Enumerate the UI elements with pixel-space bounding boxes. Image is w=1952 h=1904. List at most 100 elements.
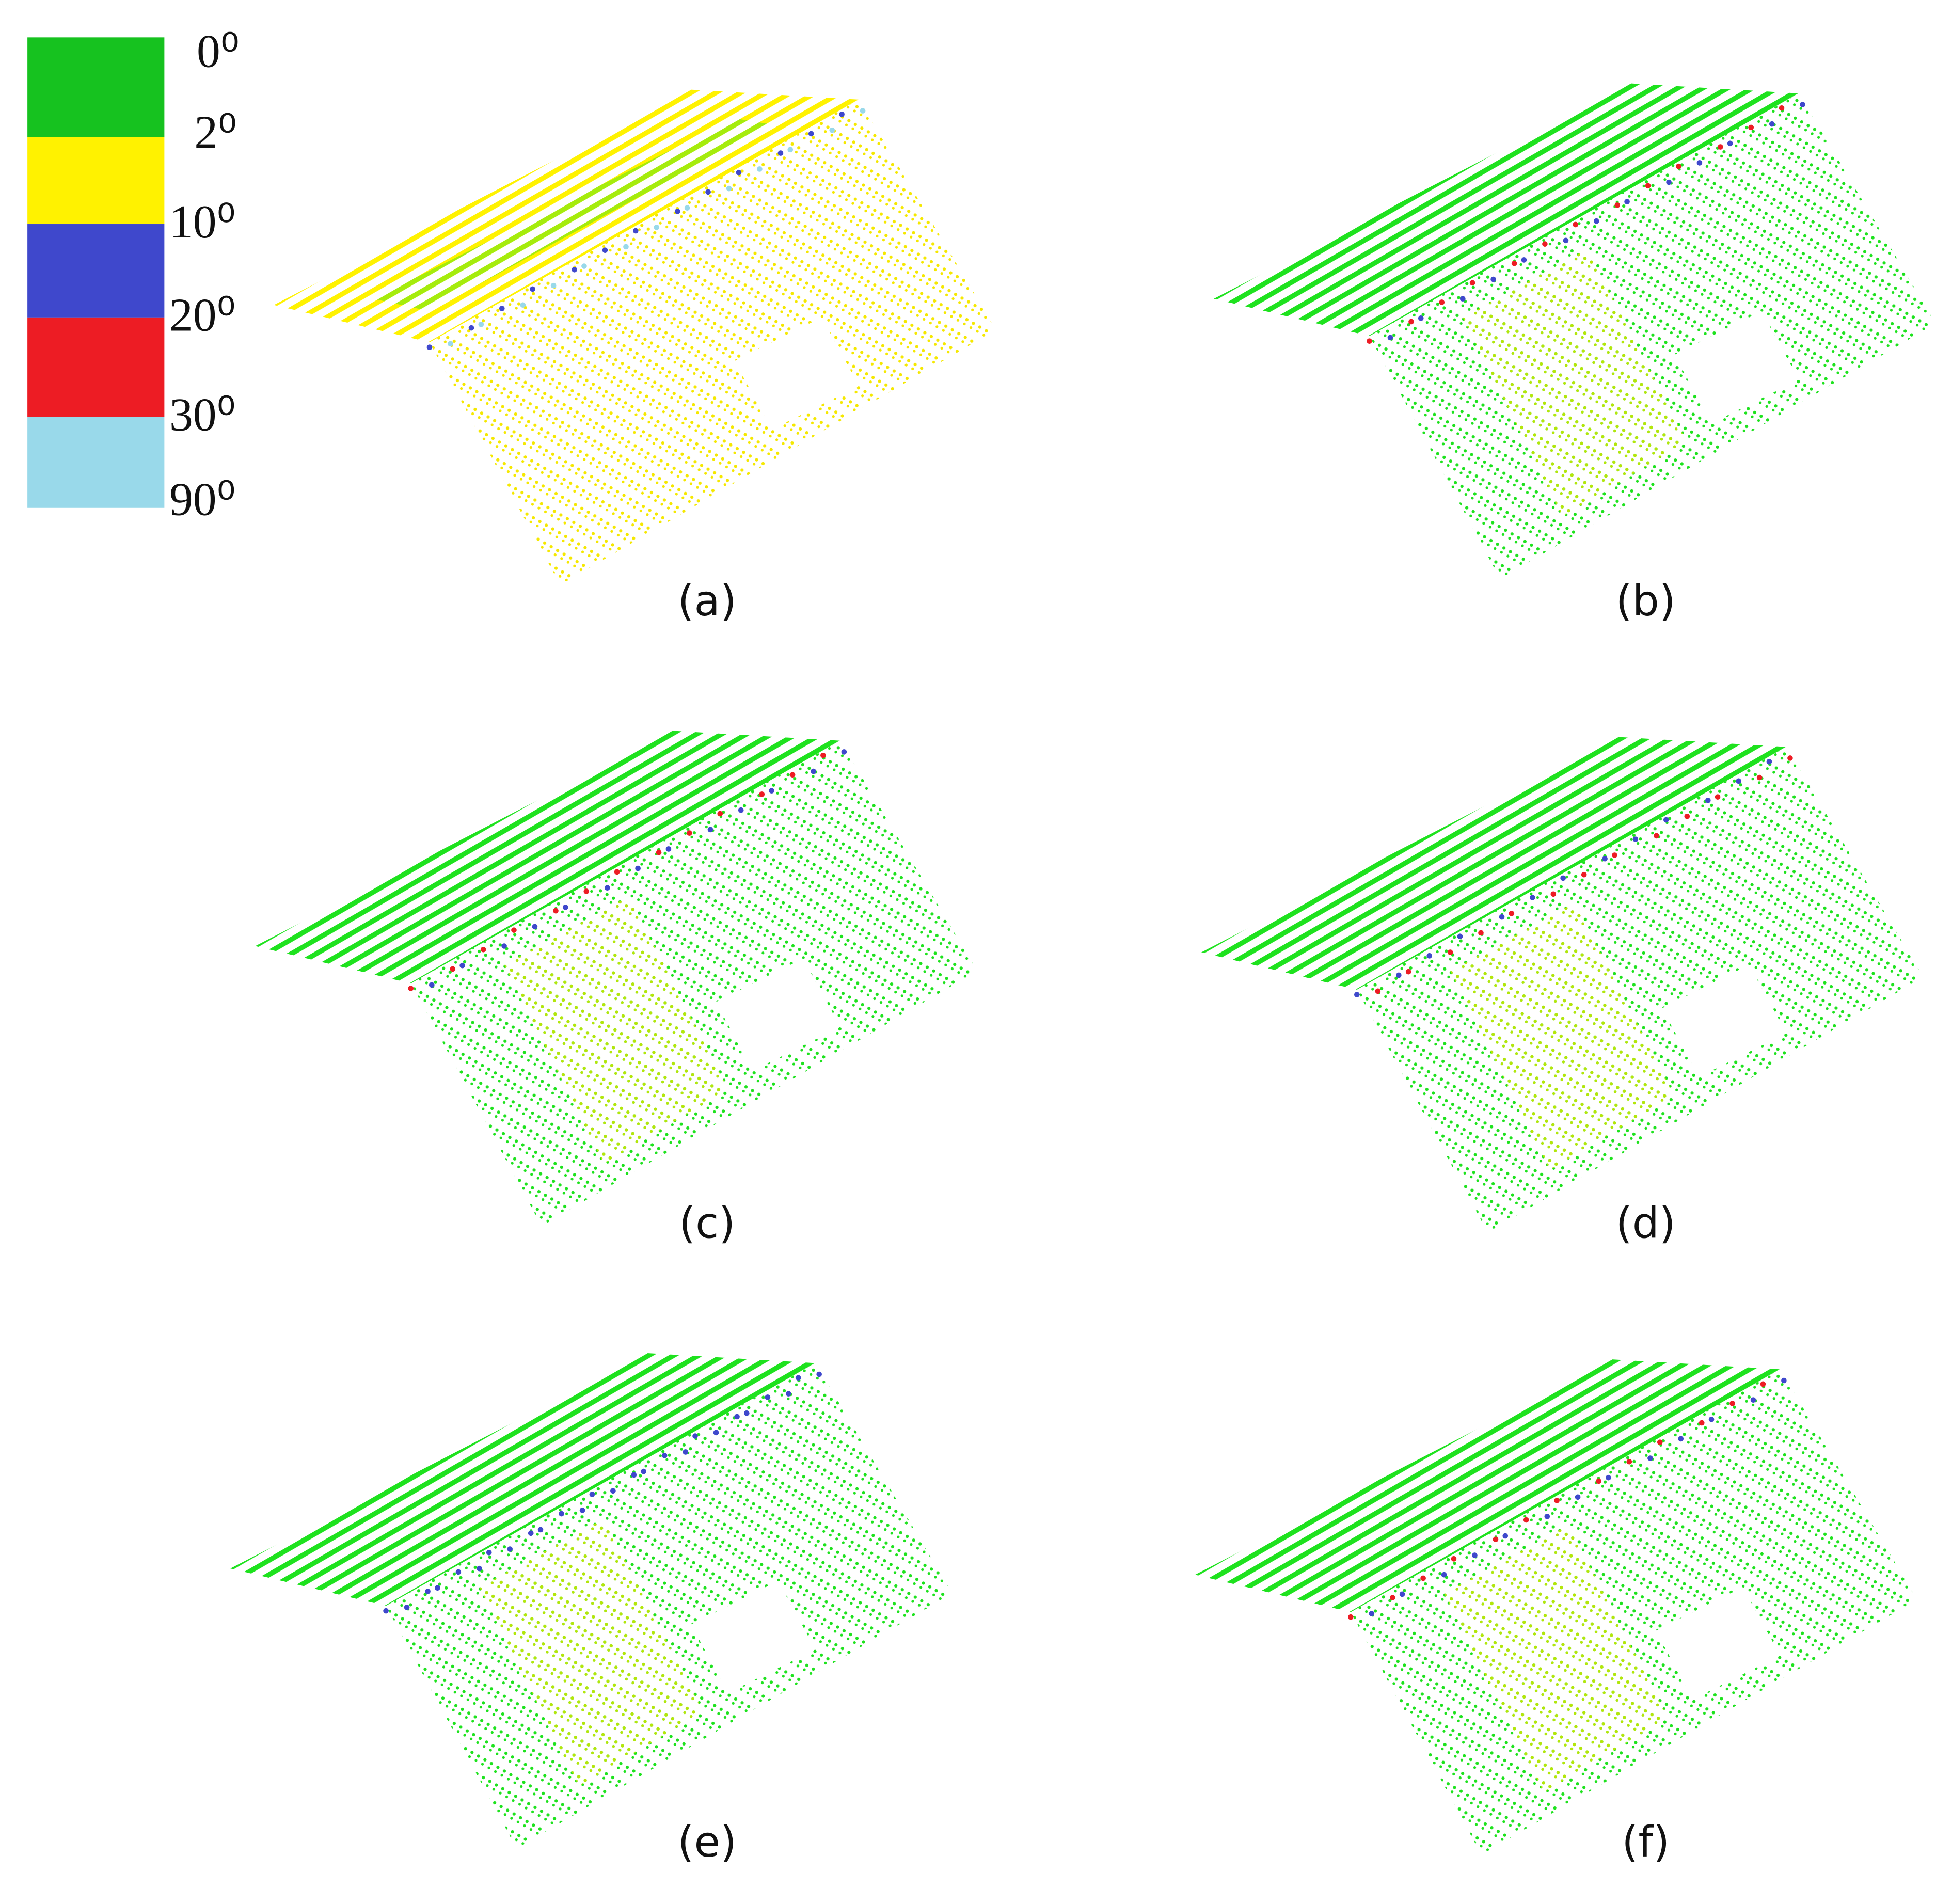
ridge-point [614,869,620,875]
panel-label: (b) [1616,577,1676,626]
window-gap [1662,964,1787,1077]
ridge-point [777,150,784,156]
ridge-point [1645,183,1651,189]
ridge-point [1560,875,1566,881]
ridge-point [1696,160,1703,166]
ridge-point [448,341,453,347]
panel-label: (c) [679,1199,735,1248]
roof-front-face [410,740,977,1227]
point-cloud [1214,83,1936,579]
ridge-point [1399,1591,1405,1597]
ridge-point [455,1569,462,1575]
ridge-point [507,1546,513,1552]
ridge-point [1459,296,1466,302]
ridge-point [1521,257,1527,263]
ridge-point [528,1530,534,1536]
roof-back-face [1195,1359,1781,1612]
ridge-point [757,166,763,172]
ridge-point [811,768,816,774]
panels: (a) (b) (c) (d) (e) (f) [230,83,1936,1867]
ridge-point [839,112,845,117]
ridge-point [1573,221,1579,228]
ridge-point [1347,1614,1354,1620]
roof-front-patch [1444,1525,1669,1793]
ridge-point [1502,1533,1509,1539]
ridge-point [559,1511,564,1517]
panel-label: (e) [677,1818,736,1867]
legend-label: 90⁰ [169,473,235,526]
ridge-point [1367,338,1372,344]
ridge-point [1624,199,1630,204]
ridge-point [1779,105,1785,111]
ridge-point [1554,1498,1560,1503]
ridge-point [1478,930,1484,936]
window-gap [716,958,840,1071]
legend: 0⁰ 2⁰ 10⁰ 20⁰ 30⁰ 90⁰ [27,25,240,526]
ridge-point [1441,1572,1447,1578]
ridge-point [511,927,517,933]
ridge-point [1472,1552,1478,1558]
ridge-point [477,1565,482,1572]
legend-label: 10⁰ [169,195,235,248]
ridge-point [654,224,660,230]
legend-swatch [27,317,165,417]
ridge-point [1657,1439,1663,1445]
ridge-point [1663,817,1669,823]
ridge-point [501,943,507,949]
ridge-point [1581,871,1587,878]
legend-label: 30⁰ [169,388,235,441]
panel-label: (d) [1616,1199,1676,1248]
ridge-point [1530,895,1535,900]
ridge-point [738,807,744,813]
ridge-point [1612,852,1617,858]
ridge-point [450,966,456,972]
ridge-point [435,1585,440,1591]
ridge-point [589,1492,595,1497]
ridge-point [734,1414,740,1420]
ridge-point [841,749,847,755]
ridge-point [562,905,568,910]
roof-front-face [386,1363,953,1849]
ridge-point [581,263,587,269]
ridge-point [553,908,559,914]
ridge-point [1550,891,1557,897]
panel-label: (f) [1622,1818,1670,1867]
ridge-point [769,788,774,794]
ridge-point [1354,992,1360,997]
ridge-point [1787,755,1793,761]
roof-front-face [429,99,996,585]
roof-front-face [1369,93,1936,579]
ridge-point [1387,335,1393,341]
ridge-point [683,1449,689,1455]
ridge-point [787,147,794,153]
ridge-point [579,1508,585,1513]
ridge-point [1729,1401,1735,1406]
ridge-point [1654,833,1659,839]
ridge-point [1727,140,1733,147]
ridge-point [765,1394,771,1400]
ridge-point [816,1371,822,1377]
roof-back-patch [373,118,772,311]
ridge-point [480,946,486,953]
ridge-point [1781,1377,1787,1384]
ridge-point [1509,911,1515,916]
ridge-point [786,1391,791,1397]
ridge-point [1760,1381,1766,1387]
legend-swatch [27,417,165,508]
ridge-point [1499,914,1505,920]
ridge-point [789,772,796,778]
ridge-point [808,131,814,137]
ridge-point [486,1550,492,1556]
ridge-point [1451,1556,1457,1562]
ridge-point [1544,1514,1550,1519]
legend-swatch [27,137,165,225]
ridge-point [1647,1455,1653,1461]
ridge-point [665,846,672,852]
ridge-point [674,209,680,214]
ridge-point [478,322,484,327]
ridge-point [820,752,826,758]
window-gap [734,317,859,430]
ridge-point [1396,972,1402,978]
point-cloud [1201,737,1924,1233]
